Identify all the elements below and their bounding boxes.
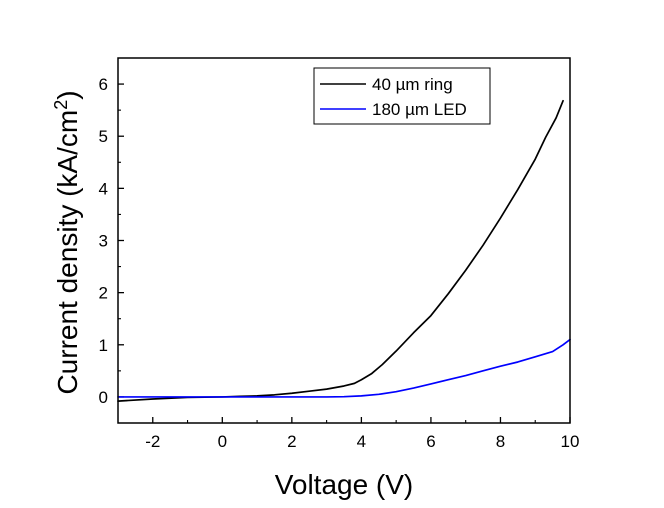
plot-frame <box>117 57 571 424</box>
y-axis-ticks: 0 1 2 3 4 5 6 <box>99 75 124 407</box>
y-tick-label: 6 <box>99 75 108 94</box>
y-tick-label: 4 <box>99 179 108 198</box>
y-axis-title-superscript: 2 <box>51 100 71 110</box>
series-line-40-um-ring <box>117 99 564 402</box>
x-tick-label: -2 <box>145 432 160 451</box>
series-line-180-um-led <box>117 338 571 398</box>
y-tick-label: 3 <box>99 232 108 251</box>
x-axis-title: Voltage (V) <box>275 469 414 500</box>
y-tick-label: 0 <box>99 388 108 407</box>
y-axis-title-close: ) <box>52 90 83 99</box>
y-axis-title-main: Current density (kA/cm <box>52 110 83 395</box>
x-axis-ticks: -2 0 2 4 6 8 10 <box>145 417 579 451</box>
x-tick-label: 8 <box>496 432 505 451</box>
x-tick-label: 10 <box>561 432 580 451</box>
y-tick-label: 1 <box>99 336 108 355</box>
x-tick-label: 6 <box>426 432 435 451</box>
y-tick-label: 2 <box>99 284 108 303</box>
y-tick-label: 5 <box>99 127 108 146</box>
x-tick-label: 4 <box>357 432 366 451</box>
legend-label-180-um-led: 180 µm LED <box>372 100 467 119</box>
series-layer <box>117 99 571 402</box>
x-tick-label: 2 <box>287 432 296 451</box>
y-axis-title: Current density (kA/cm2) <box>51 90 83 394</box>
x-tick-label: 0 <box>218 432 227 451</box>
legend-label-40-um-ring: 40 µm ring <box>372 75 453 94</box>
legend-box <box>313 67 491 125</box>
legend: 40 µm ring 180 µm LED <box>313 67 491 125</box>
